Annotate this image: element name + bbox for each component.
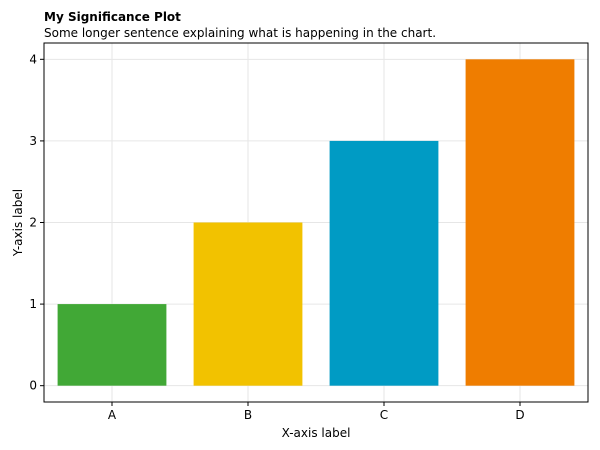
y-axis-ticks: 0 1 2 3 4 xyxy=(29,52,44,393)
x-tick-label: D xyxy=(515,408,524,422)
x-tick-label: B xyxy=(244,408,252,422)
chart-title: My Significance Plot xyxy=(44,10,181,24)
y-tick-label: 4 xyxy=(29,52,37,66)
y-tick-label: 1 xyxy=(29,297,37,311)
bar-d xyxy=(465,59,575,386)
x-axis-ticks: A B C D xyxy=(108,402,525,422)
bar-c xyxy=(329,140,439,386)
y-tick-label: 2 xyxy=(29,216,37,230)
x-tick-label: C xyxy=(380,408,388,422)
x-axis-label: X-axis label xyxy=(282,426,351,440)
x-tick-label: A xyxy=(108,408,117,422)
y-tick-label: 3 xyxy=(29,134,37,148)
chart-subtitle: Some longer sentence explaining what is … xyxy=(44,26,437,40)
y-tick-label: 0 xyxy=(29,379,37,393)
bar-b xyxy=(193,222,303,386)
bar-a xyxy=(57,304,167,386)
bars xyxy=(57,59,575,386)
y-axis-label: Y-axis label xyxy=(11,189,25,257)
